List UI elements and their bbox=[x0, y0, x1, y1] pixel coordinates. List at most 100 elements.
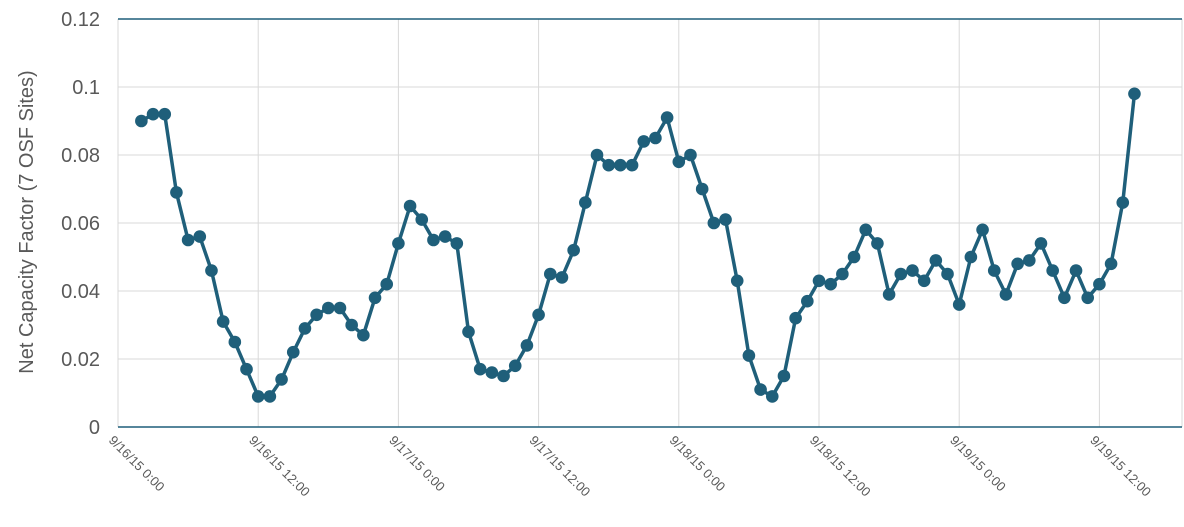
x-tick-label: 9/18/15 0:00 bbox=[667, 433, 729, 495]
data-point bbox=[1011, 257, 1024, 271]
x-tick-label: 9/18/15 12:00 bbox=[807, 433, 874, 500]
data-point bbox=[824, 277, 837, 291]
y-axis-title: Net Capacity Factor (7 OSF Sites) bbox=[16, 70, 38, 373]
data-point bbox=[660, 111, 674, 124]
data-point bbox=[135, 114, 148, 128]
x-tick-label: 9/16/15 0:00 bbox=[106, 433, 168, 495]
data-point bbox=[777, 369, 791, 383]
data-point bbox=[286, 345, 300, 359]
data-point bbox=[941, 267, 954, 281]
data-point bbox=[1093, 277, 1106, 291]
y-tick-label: 0.02 bbox=[61, 349, 100, 371]
data-point bbox=[555, 271, 569, 284]
x-tick-label: 9/17/15 12:00 bbox=[526, 433, 593, 500]
data-point bbox=[836, 267, 849, 281]
data-point bbox=[964, 250, 978, 264]
data-point bbox=[427, 233, 440, 247]
data-point bbox=[614, 158, 627, 172]
data-point bbox=[649, 131, 662, 145]
axes bbox=[117, 18, 1183, 428]
data-point bbox=[263, 390, 277, 403]
data-point bbox=[543, 267, 557, 281]
data-point bbox=[917, 274, 931, 288]
data-point bbox=[485, 366, 499, 379]
data-point bbox=[368, 291, 382, 305]
data-point bbox=[240, 362, 253, 376]
data-point bbox=[158, 107, 172, 121]
series-layer bbox=[135, 87, 1141, 403]
data-point bbox=[1023, 254, 1036, 267]
data-point bbox=[275, 373, 288, 386]
data-point bbox=[602, 158, 615, 172]
data-point bbox=[403, 199, 417, 213]
y-tick-label: 0.1 bbox=[72, 77, 100, 99]
data-point bbox=[438, 230, 452, 243]
data-point bbox=[952, 298, 966, 311]
data-point bbox=[625, 158, 639, 172]
x-tick-label: 9/16/15 12:00 bbox=[246, 433, 313, 500]
data-point bbox=[146, 107, 160, 121]
data-point bbox=[1081, 291, 1095, 305]
data-point bbox=[228, 335, 242, 349]
data-point bbox=[193, 230, 207, 243]
data-point bbox=[882, 288, 896, 301]
data-point bbox=[181, 233, 195, 247]
data-point bbox=[894, 267, 908, 281]
data-point bbox=[415, 213, 429, 226]
data-point bbox=[730, 274, 744, 288]
data-point bbox=[579, 196, 592, 209]
data-point bbox=[1128, 87, 1141, 101]
data-point bbox=[929, 254, 943, 267]
data-point bbox=[357, 328, 370, 342]
data-point bbox=[847, 250, 861, 264]
data-point bbox=[450, 237, 464, 250]
x-tick-label: 9/19/15 0:00 bbox=[947, 433, 1009, 495]
data-point bbox=[1034, 237, 1048, 250]
data-point bbox=[251, 390, 265, 403]
data-point bbox=[801, 294, 814, 308]
data-point bbox=[532, 308, 545, 322]
data-point bbox=[310, 308, 323, 322]
data-point bbox=[976, 223, 989, 237]
data-point bbox=[999, 288, 1013, 301]
data-point bbox=[392, 237, 405, 250]
data-point bbox=[497, 369, 510, 383]
gridlines bbox=[118, 19, 1182, 427]
data-point bbox=[333, 301, 347, 315]
data-point bbox=[637, 135, 651, 148]
data-point bbox=[1058, 291, 1071, 305]
x-tick-label: 9/17/15 0:00 bbox=[386, 433, 448, 495]
data-point bbox=[987, 264, 1001, 277]
y-tick-label: 0 bbox=[89, 417, 100, 439]
data-point bbox=[1046, 264, 1059, 277]
data-point bbox=[684, 148, 697, 162]
data-point bbox=[742, 349, 756, 362]
y-tick-label: 0.12 bbox=[61, 9, 100, 31]
data-point bbox=[298, 322, 312, 335]
data-point bbox=[871, 237, 884, 250]
data-point bbox=[345, 318, 358, 332]
data-point bbox=[520, 339, 534, 352]
data-point bbox=[1104, 257, 1118, 271]
y-tick-label: 0.08 bbox=[61, 145, 100, 167]
data-point bbox=[508, 359, 522, 373]
data-point bbox=[322, 301, 335, 315]
data-point bbox=[473, 362, 487, 376]
data-point bbox=[754, 383, 767, 396]
data-point bbox=[380, 277, 394, 291]
data-point bbox=[170, 186, 183, 199]
data-point bbox=[590, 148, 604, 162]
data-point bbox=[707, 216, 721, 230]
data-point bbox=[672, 155, 686, 169]
data-point bbox=[216, 315, 230, 328]
data-point bbox=[812, 274, 826, 288]
data-point bbox=[695, 182, 709, 196]
data-point bbox=[765, 390, 779, 403]
y-tick-label: 0.06 bbox=[61, 213, 100, 235]
data-point bbox=[1116, 196, 1130, 209]
data-point bbox=[462, 325, 475, 339]
data-point bbox=[719, 213, 732, 226]
data-point bbox=[1069, 264, 1083, 277]
data-point bbox=[567, 243, 580, 257]
